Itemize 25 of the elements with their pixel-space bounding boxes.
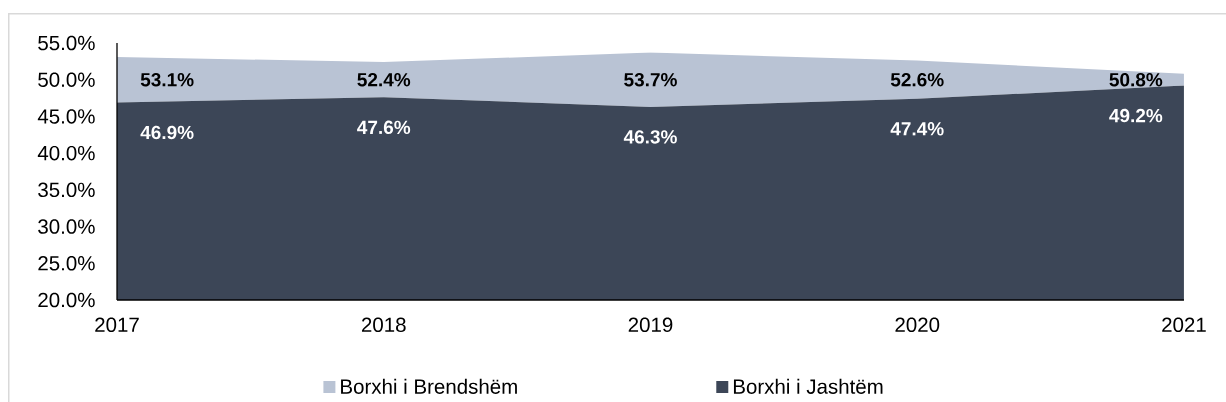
y-tick-label: 35.0% [38, 182, 95, 198]
x-tick-label: 2021 [1162, 317, 1206, 333]
x-tick-label: 2020 [895, 317, 940, 333]
data-label: 47.6% [357, 120, 411, 135]
data-label: 46.9% [140, 125, 194, 140]
data-label: 53.1% [140, 72, 194, 87]
data-label: 47.4% [890, 122, 944, 136]
data-label: 52.4% [357, 72, 411, 87]
data-label: 50.8% [1109, 72, 1163, 87]
data-label: 49.2% [1109, 108, 1163, 123]
y-tick-label: 50.0% [38, 72, 95, 87]
y-tick-label: 55.0% [38, 35, 95, 51]
data-label: 46.3% [623, 130, 677, 144]
legend-label: Borxhi i Jashtëm [733, 378, 883, 394]
x-tick-label: 2019 [628, 317, 673, 333]
y-tick-label: 25.0% [38, 256, 95, 271]
y-tick-label: 20.0% [38, 292, 95, 308]
y-tick-label: 45.0% [37, 109, 95, 124]
y-tick-label: 40.0% [37, 145, 95, 161]
x-tick-label: 2017 [95, 317, 139, 333]
data-label: 53.7% [624, 72, 677, 87]
legend-label: Borxhi i Brendshëm [341, 378, 517, 394]
x-tick-label: 2018 [361, 317, 406, 333]
data-label: 52.6% [890, 72, 944, 87]
y-tick-label: 30.0% [38, 219, 95, 234]
